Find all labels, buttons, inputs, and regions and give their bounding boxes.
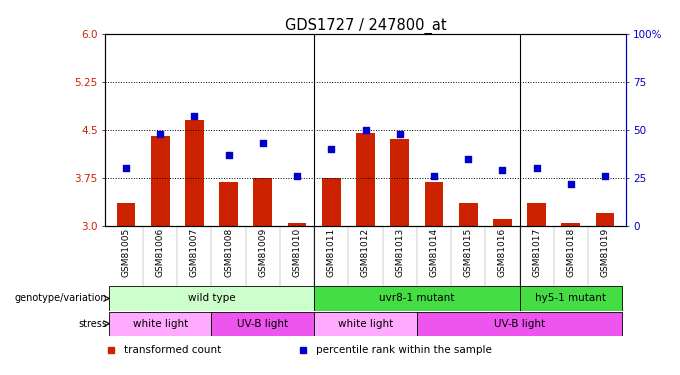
Text: uvr8-1 mutant: uvr8-1 mutant (379, 294, 454, 303)
Bar (493, 219, 512, 226)
Point (531, 165, 542, 171)
Point (292, 173, 303, 179)
Bar (596, 213, 615, 226)
Bar (314, 312, 417, 336)
Text: GSM81007: GSM81007 (190, 228, 199, 277)
Text: white light: white light (338, 319, 393, 328)
Point (155, 130, 166, 136)
Text: GSM81010: GSM81010 (292, 228, 301, 277)
Text: GSM81006: GSM81006 (156, 228, 165, 277)
Text: GSM81011: GSM81011 (327, 228, 336, 277)
Bar (151, 136, 169, 226)
Point (428, 173, 439, 179)
Point (565, 181, 576, 187)
Bar (424, 182, 443, 226)
Text: hy5-1 mutant: hy5-1 mutant (535, 294, 607, 303)
Bar (527, 203, 546, 226)
Text: stress: stress (78, 319, 107, 328)
Point (223, 152, 234, 158)
Point (360, 127, 371, 133)
Text: GSM81005: GSM81005 (122, 228, 131, 277)
Point (497, 167, 508, 173)
Text: UV-B light: UV-B light (237, 319, 288, 328)
Point (258, 140, 269, 146)
Bar (109, 312, 211, 336)
Point (462, 156, 473, 162)
Bar (390, 140, 409, 226)
Bar (219, 182, 238, 226)
Text: GSM81015: GSM81015 (464, 228, 473, 277)
Text: GSM81009: GSM81009 (258, 228, 267, 277)
Bar (314, 286, 520, 310)
Point (189, 113, 200, 119)
Text: white light: white light (133, 319, 188, 328)
Bar (356, 133, 375, 226)
Point (326, 146, 337, 152)
Bar (288, 223, 307, 226)
Text: transformed count: transformed count (124, 345, 221, 355)
Bar (562, 223, 580, 226)
Point (394, 130, 405, 136)
Text: GSM81014: GSM81014 (430, 228, 439, 277)
Bar (459, 203, 477, 226)
Text: UV-B light: UV-B light (494, 319, 545, 328)
Point (600, 173, 611, 179)
Text: genotype/variation: genotype/variation (14, 294, 107, 303)
Bar (116, 203, 135, 226)
Bar (322, 178, 341, 226)
Bar (211, 312, 314, 336)
Text: GSM81019: GSM81019 (600, 228, 609, 277)
Bar (417, 312, 622, 336)
Bar (109, 286, 314, 310)
Text: GSM81017: GSM81017 (532, 228, 541, 277)
Bar (185, 120, 204, 226)
Text: GSM81008: GSM81008 (224, 228, 233, 277)
Text: GSM81016: GSM81016 (498, 228, 507, 277)
Point (120, 165, 131, 171)
Text: GSM81012: GSM81012 (361, 228, 370, 277)
Text: GSM81013: GSM81013 (395, 228, 404, 277)
Text: percentile rank within the sample: percentile rank within the sample (316, 345, 492, 355)
Bar (520, 286, 622, 310)
Title: GDS1727 / 247800_at: GDS1727 / 247800_at (285, 18, 446, 34)
Text: GSM81018: GSM81018 (566, 228, 575, 277)
Bar (254, 178, 272, 226)
Text: wild type: wild type (188, 294, 235, 303)
